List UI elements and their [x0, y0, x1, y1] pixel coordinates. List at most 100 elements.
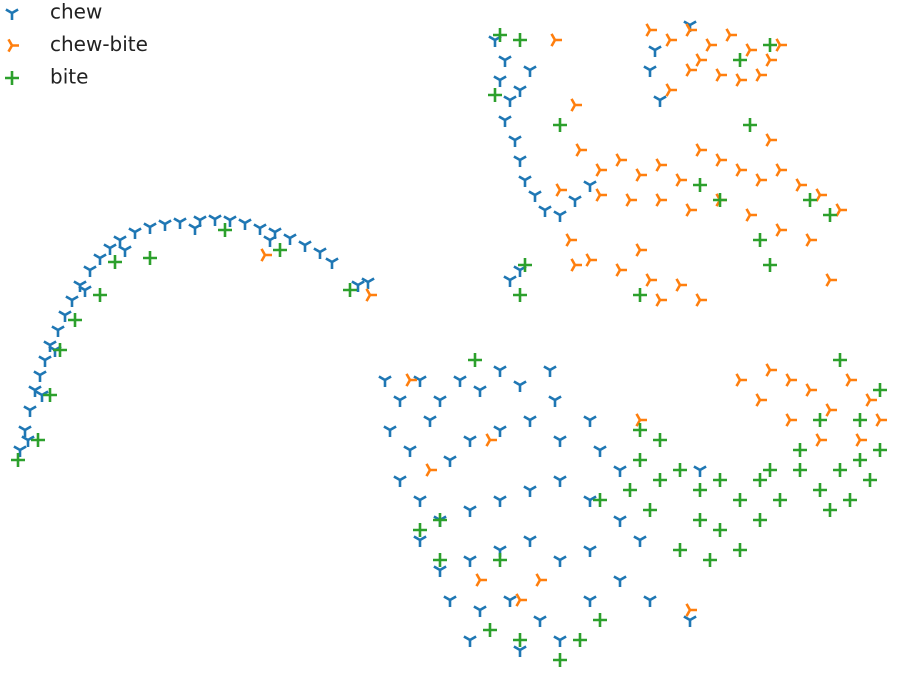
point	[493, 553, 507, 567]
point	[715, 68, 727, 82]
point	[685, 23, 697, 37]
point	[815, 188, 827, 202]
point	[298, 240, 312, 252]
point	[645, 273, 657, 287]
point	[733, 493, 747, 507]
point	[515, 593, 527, 607]
point	[143, 251, 157, 265]
point	[463, 635, 477, 647]
point	[665, 33, 677, 47]
point	[705, 38, 717, 52]
point	[643, 65, 657, 77]
point	[493, 75, 507, 87]
point	[653, 95, 667, 107]
point	[473, 385, 487, 397]
point	[785, 413, 797, 427]
point	[493, 28, 507, 42]
point	[11, 453, 25, 467]
point	[18, 425, 32, 437]
point	[433, 553, 447, 567]
point	[773, 493, 787, 507]
point	[238, 218, 252, 230]
legend-label: chew-bite	[50, 32, 148, 56]
point	[853, 413, 867, 427]
point	[675, 173, 687, 187]
point	[443, 595, 457, 607]
point	[715, 153, 727, 167]
point	[735, 73, 747, 87]
point	[463, 555, 477, 567]
point	[813, 413, 827, 427]
point	[843, 493, 857, 507]
point	[31, 433, 45, 447]
point	[753, 233, 767, 247]
point	[503, 95, 517, 107]
point	[518, 175, 532, 187]
point	[23, 405, 37, 417]
point	[361, 277, 375, 289]
point	[583, 595, 597, 607]
point	[475, 573, 487, 587]
point	[413, 523, 427, 537]
points	[11, 20, 887, 667]
point	[413, 495, 427, 507]
point	[553, 210, 567, 222]
point	[33, 370, 47, 382]
point	[513, 33, 527, 47]
point	[488, 88, 502, 102]
point	[93, 288, 107, 302]
point	[775, 38, 787, 52]
point	[413, 535, 427, 547]
point	[65, 295, 79, 307]
point	[775, 163, 787, 177]
point	[575, 143, 587, 157]
point	[513, 380, 527, 392]
point	[53, 343, 67, 357]
point	[753, 473, 767, 487]
point	[763, 258, 777, 272]
point	[403, 445, 417, 457]
point	[733, 543, 747, 557]
point	[498, 115, 512, 127]
point	[595, 163, 607, 177]
point	[613, 515, 627, 527]
point	[273, 243, 287, 257]
point	[518, 258, 532, 272]
point	[535, 573, 547, 587]
point	[763, 38, 777, 52]
point	[351, 280, 365, 292]
point	[513, 288, 527, 302]
point	[550, 33, 562, 47]
point	[823, 208, 837, 222]
point	[803, 193, 817, 207]
point	[443, 455, 457, 467]
point	[570, 98, 582, 112]
point	[118, 245, 132, 257]
point	[875, 413, 887, 427]
point	[745, 43, 757, 57]
point	[613, 575, 627, 587]
point	[21, 435, 35, 447]
point	[593, 493, 607, 507]
point	[825, 273, 837, 287]
point	[755, 173, 767, 187]
point	[218, 223, 232, 237]
point	[513, 155, 527, 167]
point	[685, 63, 697, 77]
point	[493, 495, 507, 507]
point	[433, 395, 447, 407]
point	[703, 553, 717, 567]
point	[615, 153, 627, 167]
point	[263, 235, 277, 247]
point	[503, 595, 517, 607]
point	[173, 217, 187, 229]
point	[128, 227, 142, 239]
point	[713, 523, 727, 537]
point	[655, 193, 667, 207]
point	[93, 253, 107, 265]
point	[283, 233, 297, 245]
point	[633, 453, 647, 467]
point	[805, 233, 817, 247]
point	[453, 375, 467, 387]
point	[58, 310, 72, 322]
